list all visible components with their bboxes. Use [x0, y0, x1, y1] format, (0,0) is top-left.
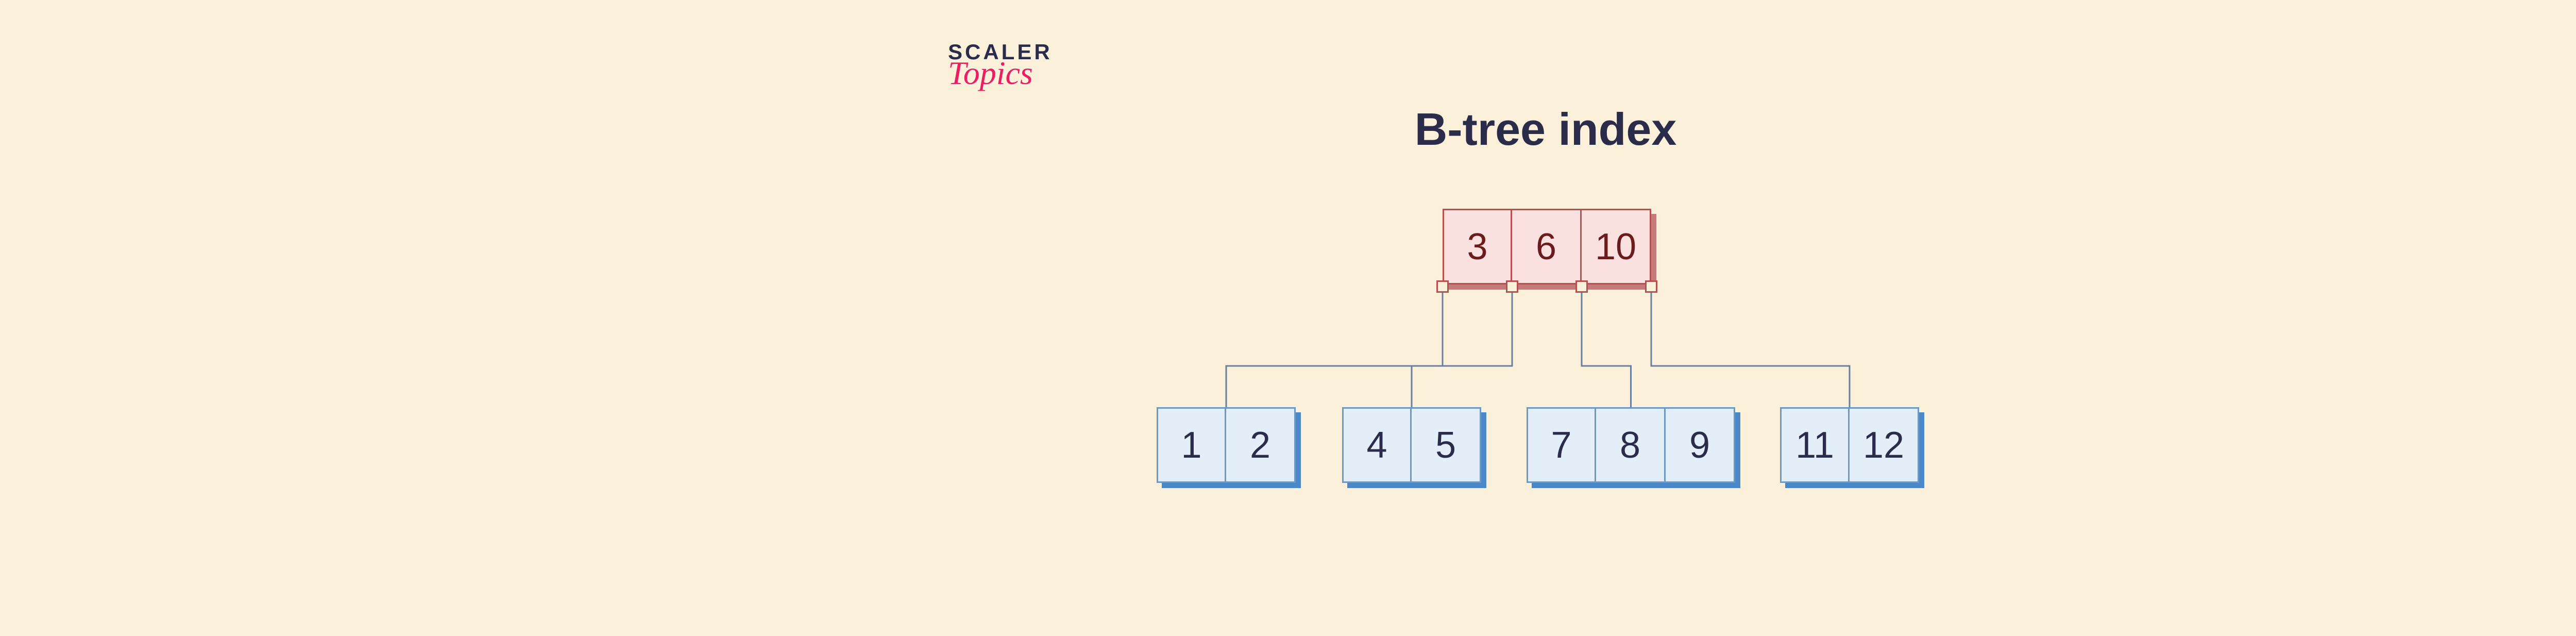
leaf-key: 11 — [1780, 407, 1850, 483]
root-key: 3 — [1443, 209, 1512, 284]
leaf-key: 1 — [1157, 407, 1226, 483]
root-node: 3610 — [1443, 209, 1651, 284]
leaf-key: 2 — [1226, 407, 1296, 483]
child-pointer-port — [1575, 280, 1588, 293]
edge-layer — [943, 15, 2148, 588]
tree-edge — [1582, 293, 1631, 407]
leaf-key: 7 — [1527, 407, 1596, 483]
tree-edge — [1226, 293, 1443, 407]
leaf-node: 12 — [1157, 407, 1296, 483]
tree-edge — [1651, 293, 1850, 407]
leaf-node: 1112 — [1780, 407, 1919, 483]
child-pointer-port — [1645, 280, 1657, 293]
leaf-key: 5 — [1412, 407, 1481, 483]
root-key: 6 — [1512, 209, 1582, 284]
leaf-node: 789 — [1527, 407, 1735, 483]
leaf-node: 45 — [1342, 407, 1481, 483]
child-pointer-port — [1506, 280, 1518, 293]
leaf-key: 9 — [1666, 407, 1735, 483]
leaf-key: 12 — [1850, 407, 1919, 483]
leaf-key: 8 — [1596, 407, 1666, 483]
tree-edge — [1412, 293, 1512, 407]
leaf-key: 4 — [1342, 407, 1412, 483]
root-key: 10 — [1582, 209, 1651, 284]
child-pointer-port — [1436, 280, 1449, 293]
